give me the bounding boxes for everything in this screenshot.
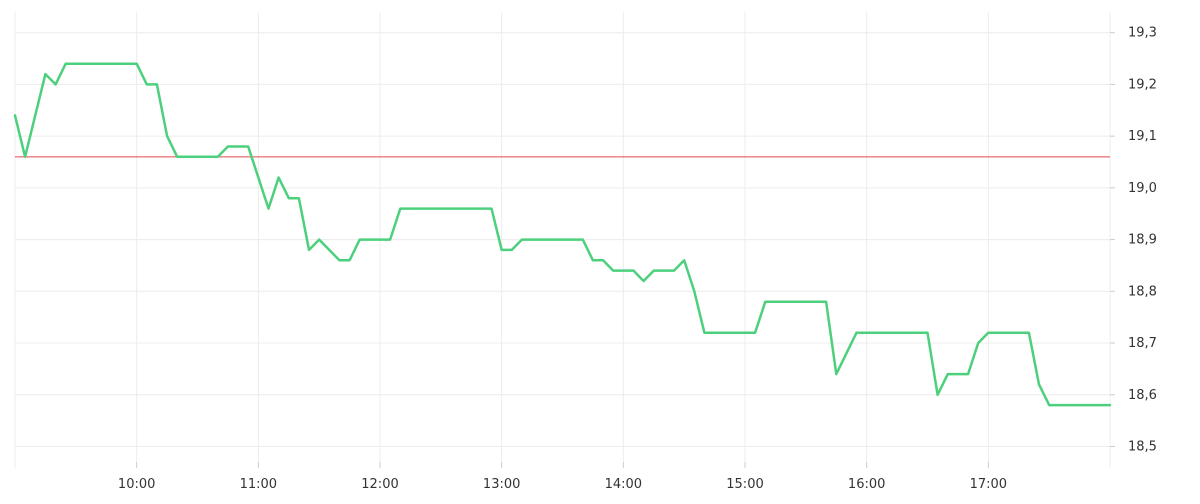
y-tick-label: 19,0	[1128, 181, 1157, 196]
y-tick-label: 19,2	[1128, 77, 1157, 92]
y-tick-label: 18,9	[1128, 233, 1157, 248]
x-tick-label: 16:00	[848, 477, 885, 492]
tick-labels: 18,5 18,6 18,7 18,8 18,9 19,0 19,1 19,2 19,3 10:0…	[118, 26, 1157, 492]
series-line	[13, 62, 1112, 407]
y-tick-label: 18,8	[1128, 284, 1157, 299]
y-tick-label: 19,1	[1128, 129, 1157, 144]
x-tick-label: 15:00	[726, 477, 763, 492]
x-tick-label: 11:00	[240, 477, 277, 492]
y-tick-label: 18,5	[1128, 439, 1157, 454]
series-group	[13, 62, 1112, 407]
x-tick-label: 12:00	[361, 477, 398, 492]
y-tick-label: 18,7	[1128, 336, 1157, 351]
y-tick-label: 19,3	[1128, 26, 1157, 41]
x-tick-label: 17:00	[970, 477, 1007, 492]
x-tick-label: 13:00	[483, 477, 520, 492]
axes	[136, 32, 1115, 468]
x-tick-label: 10:00	[118, 477, 155, 492]
y-tick-label: 18,6	[1128, 388, 1157, 403]
x-tick-label: 14:00	[605, 477, 642, 492]
